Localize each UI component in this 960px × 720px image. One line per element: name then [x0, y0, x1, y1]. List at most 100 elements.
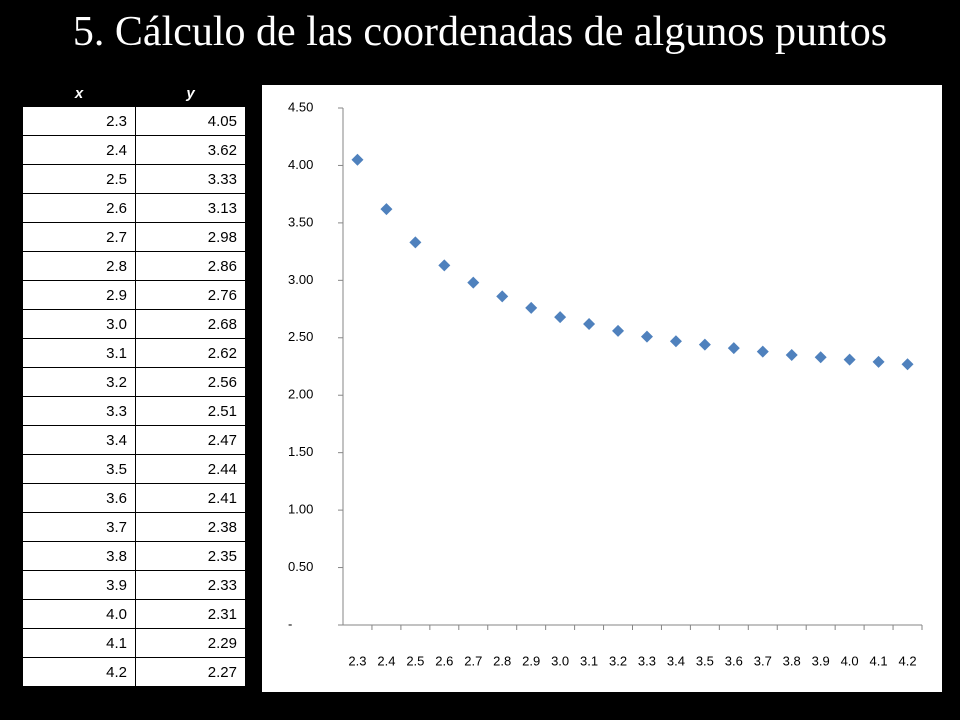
- table-cell: 2.47: [135, 425, 246, 455]
- table-cell: 2.33: [135, 570, 246, 600]
- table-cell: 4.2: [22, 657, 136, 687]
- table-cell: 2.3: [22, 106, 136, 136]
- table-cell: 2.5: [22, 164, 136, 194]
- marker: [612, 324, 625, 337]
- marker: [901, 358, 914, 371]
- x-tick-label: 2.9: [522, 653, 540, 668]
- table-cell: 2.29: [135, 628, 246, 658]
- y-tick-label: 0.50: [288, 559, 313, 574]
- table-cell: 3.0: [22, 309, 136, 339]
- marker: [496, 290, 509, 303]
- table-cell: 3.2: [22, 367, 136, 397]
- table-cell: 2.9: [22, 280, 136, 310]
- table-row: 2.7 2.98: [22, 222, 246, 252]
- marker: [785, 349, 798, 362]
- table-cell: 2.44: [135, 454, 246, 484]
- table-cell: 4.0: [22, 599, 136, 629]
- table-cell: 2.7: [22, 222, 136, 252]
- column-header: x: [74, 84, 84, 102]
- table-cell: 3.1: [22, 338, 136, 368]
- y-tick-label: 2.00: [288, 387, 313, 402]
- table-cell: 2.76: [135, 280, 246, 310]
- y-tick-label: 4.50: [288, 99, 313, 114]
- table-cell: 2.86: [135, 251, 246, 281]
- table-row: 4.0 2.31: [22, 599, 246, 629]
- y-tick-label: 1.00: [288, 502, 313, 517]
- table-cell: 3.13: [135, 193, 246, 223]
- table-cell: 2.68: [135, 309, 246, 339]
- table-row: 3.9 2.33: [22, 570, 246, 600]
- table-cell: 2.38: [135, 512, 246, 542]
- table-cell: 3.9: [22, 570, 136, 600]
- y-tick-label: 4.00: [288, 157, 313, 172]
- table-cell: 3.5: [22, 454, 136, 484]
- marker: [409, 236, 422, 249]
- x-tick-label: 4.2: [898, 653, 916, 668]
- table-row: 3.2 2.56: [22, 367, 246, 397]
- y-tick-label: 1.50: [288, 444, 313, 459]
- table-cell: 2.41: [135, 483, 246, 513]
- table-row: 3.3 2.51: [22, 396, 246, 426]
- table-row: 2.4 3.62: [22, 135, 246, 165]
- y-tick-label: 2.50: [288, 329, 313, 344]
- marker: [872, 355, 885, 368]
- marker: [351, 153, 364, 166]
- x-tick-label: 3.9: [812, 653, 830, 668]
- table-cell: 2.98: [135, 222, 246, 252]
- table-cell: 2.35: [135, 541, 246, 571]
- data-table: x y 2.3 4.05 2.4 3.62 2.5 3.33 2.6 3.13 2.7 2.98 2…: [22, 80, 246, 687]
- x-tick-label: 2.5: [406, 653, 424, 668]
- x-tick-label: 3.2: [609, 653, 627, 668]
- table-cell: 2.8: [22, 251, 136, 281]
- marker: [467, 276, 480, 289]
- x-tick-label: 2.6: [435, 653, 453, 668]
- chart: - 0.50 1.00 1.50 2.00 2.50 3.00 3.50 4.00 4.50 2.3…: [262, 85, 942, 692]
- x-tick-label: 3.8: [783, 653, 801, 668]
- marker: [380, 203, 393, 216]
- table-row: 3.0 2.68: [22, 309, 246, 339]
- table-row: 4.1 2.29: [22, 628, 246, 658]
- x-tick-label: 2.8: [493, 653, 511, 668]
- table-row: 3.7 2.38: [22, 512, 246, 542]
- x-tick-label: 2.3: [348, 653, 366, 668]
- table-cell: 2.4: [22, 135, 136, 165]
- y-tick-label: -: [288, 616, 292, 631]
- x-tick-label: 3.7: [754, 653, 772, 668]
- table-cell: 2.56: [135, 367, 246, 397]
- table-row: 4.2 2.27: [22, 657, 246, 687]
- table-row: 2.8 2.86: [22, 251, 246, 281]
- table-row: 3.4 2.47: [22, 425, 246, 455]
- marker: [525, 301, 538, 314]
- table-row: 2.9 2.76: [22, 280, 246, 310]
- y-tick-label: 3.50: [288, 214, 313, 229]
- x-tick-label: 4.1: [870, 653, 888, 668]
- chart-area: [262, 85, 942, 692]
- table-row: 2.3 4.05: [22, 106, 246, 136]
- x-tick-label: 2.4: [377, 653, 395, 668]
- table-row: 2.6 3.13: [22, 193, 246, 223]
- table-row: 3.5 2.44: [22, 454, 246, 484]
- marker: [698, 338, 711, 351]
- x-tick-label: 3.6: [725, 653, 743, 668]
- x-tick-label: 3.3: [638, 653, 656, 668]
- table-row: 3.8 2.35: [22, 541, 246, 571]
- table-cell: 3.62: [135, 135, 246, 165]
- table-cell: 2.6: [22, 193, 136, 223]
- table-cell: 2.51: [135, 396, 246, 426]
- marker: [640, 330, 653, 343]
- x-tick-label: 4.0: [841, 653, 859, 668]
- table-cell: 3.33: [135, 164, 246, 194]
- x-tick-label: 3.5: [696, 653, 714, 668]
- table-cell: 3.3: [22, 396, 136, 426]
- marker: [669, 335, 682, 348]
- table-cell: 3.6: [22, 483, 136, 513]
- marker: [554, 311, 567, 324]
- slide-title: 5. Cálculo de las coordenadas de algunos…: [72, 9, 888, 55]
- marker: [438, 259, 451, 272]
- marker: [843, 353, 856, 366]
- marker: [814, 351, 827, 364]
- table-cell: 2.27: [135, 657, 246, 687]
- table-cell: 2.62: [135, 338, 246, 368]
- column-header: y: [186, 84, 195, 102]
